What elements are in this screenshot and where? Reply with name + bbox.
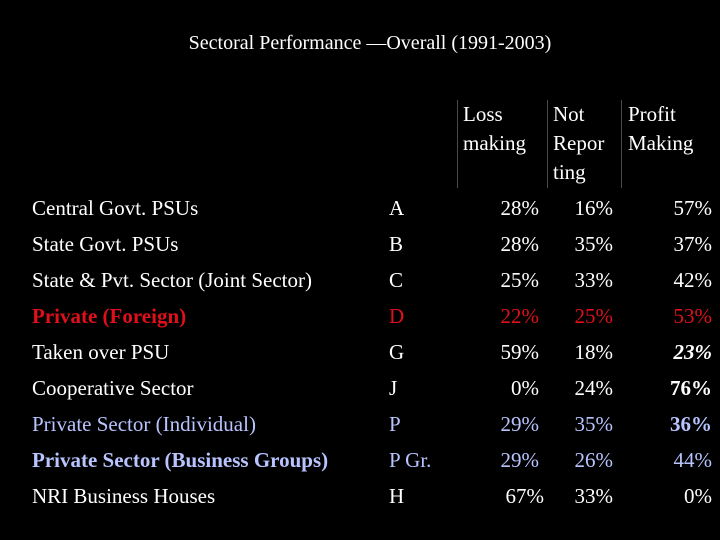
profit-making-value: 36% [670, 412, 712, 436]
sector-code: J [389, 376, 398, 400]
loss-making-value: 59% [500, 340, 540, 364]
not-reporting-value: 25% [574, 304, 614, 328]
profit-making-value: 57% [673, 196, 713, 220]
not-reporting-value: 33% [574, 268, 614, 292]
sector-code: A [389, 196, 405, 220]
table-row: Central Govt. PSUs A 28% 16% 57% [0, 192, 720, 228]
sector-code: P Gr. [389, 448, 432, 472]
loss-making-value: 29% [500, 448, 540, 472]
table-row: Taken over PSU G 59% 18% 23% [0, 336, 720, 372]
loss-making-value: 22% [500, 304, 540, 328]
sector-name: Private Sector (Business Groups) [32, 448, 329, 472]
profit-making-value: 42% [673, 268, 713, 292]
not-reporting-value: 26% [574, 448, 614, 472]
column-divider [547, 100, 548, 188]
profit-making-value: 76% [670, 376, 712, 400]
loss-making-value: 29% [500, 412, 540, 436]
table-row: State & Pvt. Sector (Joint Sector) C 25%… [0, 264, 720, 300]
sector-name: Private (Foreign) [32, 304, 187, 328]
sector-code: B [389, 232, 404, 256]
sector-name: Private Sector (Individual) [32, 412, 256, 436]
table-row: Private Sector (Individual) P 29% 35% 36… [0, 408, 720, 444]
table-row: NRI Business Houses H 67% 33% 0% [0, 480, 720, 516]
sector-name: NRI Business Houses [32, 484, 216, 508]
loss-making-value: 0% [511, 376, 539, 400]
header-not-reporting: Not Repor ting [553, 102, 605, 184]
not-reporting-value: 33% [574, 484, 614, 508]
sector-name: State Govt. PSUs [32, 232, 179, 256]
not-reporting-value: 18% [574, 340, 614, 364]
profit-making-value: 0% [684, 484, 712, 508]
profit-making-value: 44% [673, 448, 713, 472]
sector-code: G [389, 340, 405, 364]
performance-table: Central Govt. PSUs A 28% 16% 57% State G… [0, 192, 720, 516]
column-divider [621, 100, 622, 188]
not-reporting-value: 35% [574, 232, 614, 256]
sector-code: H [389, 484, 405, 508]
sector-code: C [389, 268, 404, 292]
header-loss-making: Loss making [463, 102, 526, 155]
table-row: Private (Foreign) D 22% 25% 53% [0, 300, 720, 336]
not-reporting-value: 24% [574, 376, 614, 400]
slide-title: Sectoral Performance —Overall (1991-2003… [188, 32, 552, 54]
not-reporting-value: 35% [574, 412, 614, 436]
sector-code: P [389, 412, 401, 436]
profit-making-value: 53% [673, 304, 713, 328]
profit-making-value: 37% [673, 232, 713, 256]
table-row: State Govt. PSUs B 28% 35% 37% [0, 228, 720, 264]
loss-making-value: 28% [500, 196, 540, 220]
loss-making-value: 67% [505, 484, 545, 508]
column-divider [457, 100, 458, 188]
sector-name: Taken over PSU [32, 340, 170, 364]
not-reporting-value: 16% [574, 196, 614, 220]
sector-name: Central Govt. PSUs [32, 196, 199, 220]
sector-code: D [389, 304, 405, 328]
profit-making-value: 23% [673, 340, 713, 364]
sector-name: State & Pvt. Sector (Joint Sector) [32, 268, 312, 292]
loss-making-value: 28% [500, 232, 540, 256]
table-row: Cooperative Sector J 0% 24% 76% [0, 372, 720, 408]
table-row: Private Sector (Business Groups) P Gr. 2… [0, 444, 720, 480]
header-profit-making: Profit Making [628, 102, 694, 155]
loss-making-value: 25% [500, 268, 540, 292]
sector-name: Cooperative Sector [32, 376, 194, 400]
